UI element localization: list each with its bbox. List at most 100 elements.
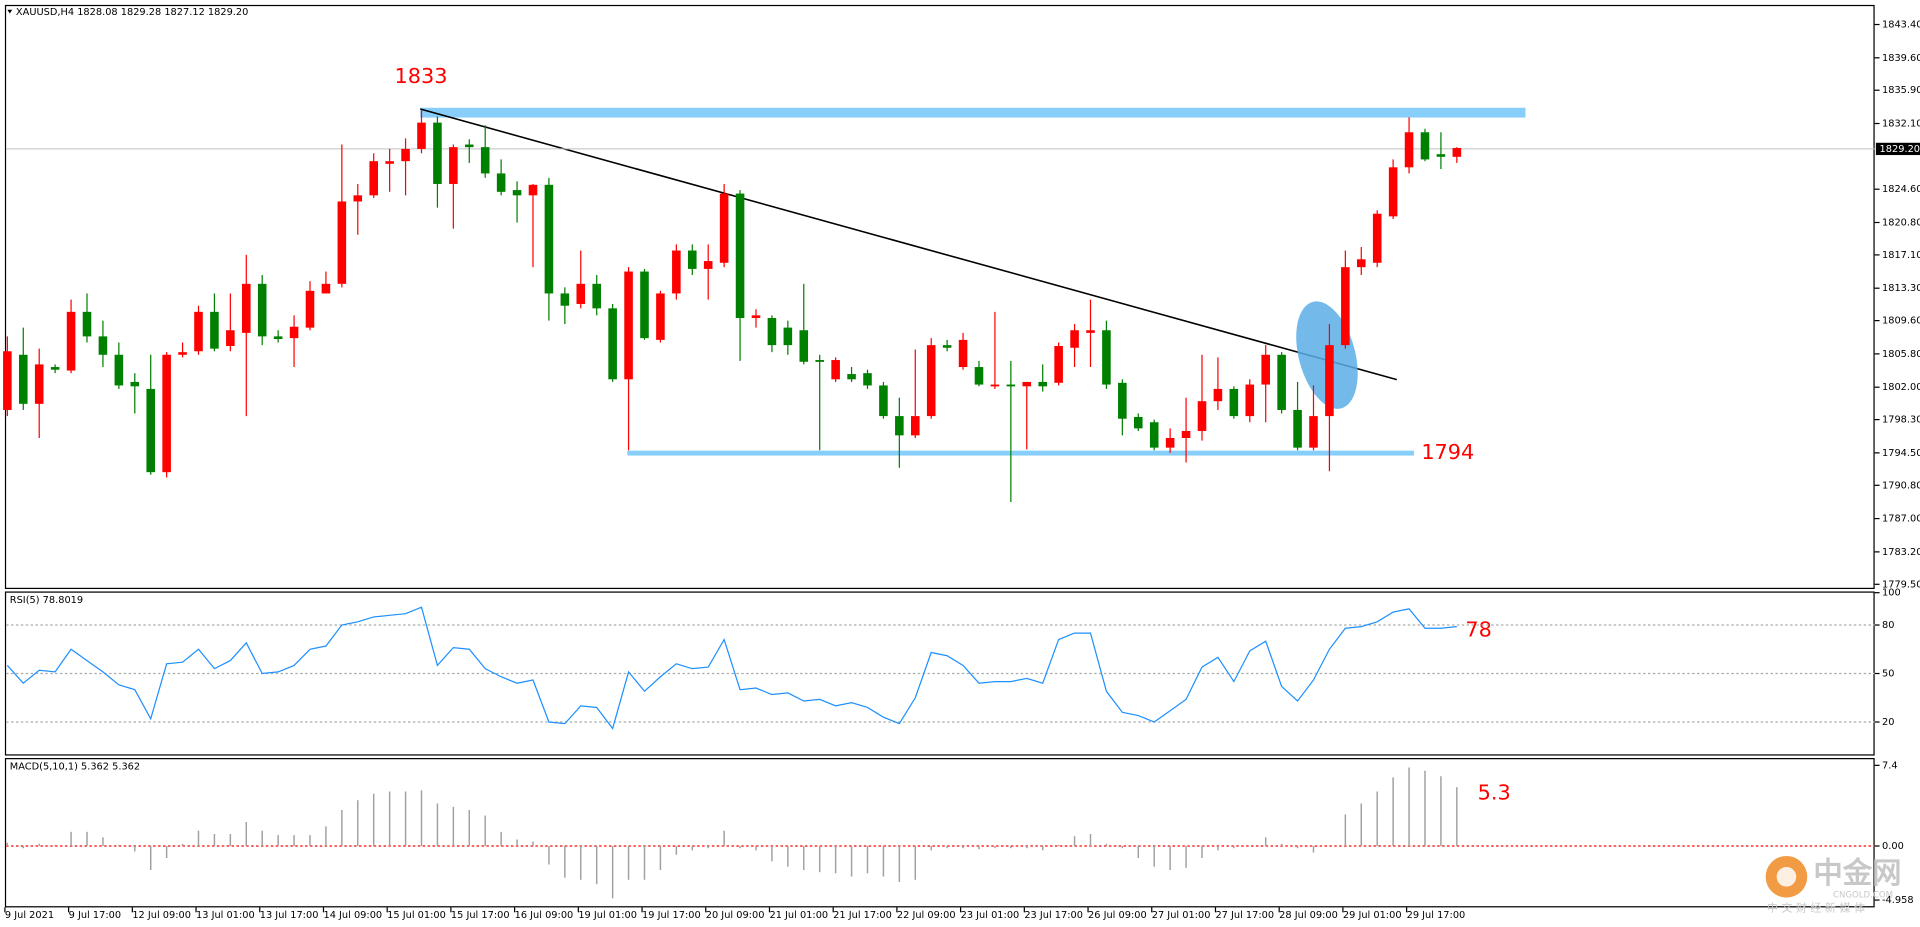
candle-body xyxy=(608,308,617,380)
candle-body xyxy=(50,367,60,370)
candle-body xyxy=(257,283,267,337)
candle-body xyxy=(990,384,1000,387)
candle-body xyxy=(194,311,203,352)
x-tick-label: 27 Jul 17:00 xyxy=(1215,910,1274,921)
candle-body xyxy=(449,147,458,184)
candle-body xyxy=(974,367,984,385)
candle-body xyxy=(1086,330,1095,333)
candle-body xyxy=(385,161,394,164)
candle-body xyxy=(66,311,76,371)
watermark-site: CNGOLD.COM xyxy=(1833,891,1893,901)
candle-body xyxy=(751,315,761,318)
price-panel xyxy=(4,4,1875,590)
candle-body xyxy=(1309,416,1318,448)
x-tick-label: 13 Jul 17:00 xyxy=(260,910,319,921)
candle-body xyxy=(496,173,506,192)
y-tick-label: 1779.50 xyxy=(1882,579,1920,590)
candle-body xyxy=(1341,267,1350,346)
candle-body xyxy=(1404,132,1414,168)
candle-body xyxy=(130,381,140,387)
candle-body xyxy=(433,122,442,184)
candle-body xyxy=(1261,354,1270,385)
x-tick-label: 23 Jul 17:00 xyxy=(1024,910,1083,921)
x-tick-label: 29 Jul 01:00 xyxy=(1343,910,1402,921)
candle-body xyxy=(799,330,809,362)
candle-body xyxy=(958,339,968,368)
y-tick-label: 80 xyxy=(1882,620,1894,631)
candle-body xyxy=(1229,388,1239,417)
candle-body xyxy=(815,360,824,362)
candle-body xyxy=(560,293,570,306)
candle-body xyxy=(210,311,219,349)
candle-body xyxy=(1118,382,1127,419)
rsi-line xyxy=(6,606,1457,730)
y-tick-label: 1817.10 xyxy=(1882,250,1920,261)
x-tick-label: 27 Jul 01:00 xyxy=(1152,910,1211,921)
y-tick-label: -4.958 xyxy=(1882,895,1914,906)
candle-body xyxy=(1388,167,1398,217)
candle-body xyxy=(337,201,347,284)
candle-body xyxy=(1022,381,1032,387)
candle-body xyxy=(942,345,952,348)
y-tick-label: 1813.30 xyxy=(1882,283,1920,294)
candle-body xyxy=(1102,330,1111,385)
candle-body xyxy=(640,271,649,339)
watermark-logo-inner xyxy=(1776,866,1797,887)
candle-body xyxy=(146,388,155,473)
candle-body xyxy=(1293,409,1302,448)
watermark-brand: 中金网 xyxy=(1813,856,1901,890)
resistance-band xyxy=(420,107,1526,118)
candle-body xyxy=(512,190,522,196)
last-price-box xyxy=(1875,142,1920,156)
candle-body xyxy=(910,416,920,436)
candle-body xyxy=(241,283,251,333)
candle-body xyxy=(767,317,777,346)
candle-body xyxy=(417,122,426,149)
macd-title: MACD(5,10,1) 5.362 5.362 xyxy=(10,762,140,773)
x-tick-label: 19 Jul 01:00 xyxy=(578,910,637,921)
candle-body xyxy=(401,148,410,162)
support-band xyxy=(627,450,1414,456)
candle-body xyxy=(1133,416,1143,429)
x-tick-label: 21 Jul 17:00 xyxy=(833,910,892,921)
y-tick-label: 1824.60 xyxy=(1882,184,1920,195)
y-tick-label: 1790.80 xyxy=(1882,480,1920,491)
candle-body xyxy=(847,374,856,380)
x-tick-label: 13 Jul 01:00 xyxy=(196,910,255,921)
y-tick-label: 0.00 xyxy=(1882,841,1904,852)
x-tick-label: 29 Jul 17:00 xyxy=(1407,910,1466,921)
y-tick-label: 1798.30 xyxy=(1882,415,1920,426)
candle-body xyxy=(926,345,936,417)
candle-body xyxy=(687,250,697,269)
x-tick-label: 26 Jul 09:00 xyxy=(1088,910,1147,921)
y-tick-label: 1839.60 xyxy=(1882,53,1920,64)
y-tick-label: 1835.90 xyxy=(1882,85,1920,96)
candle-body xyxy=(1038,381,1047,387)
annotation-low: 1794 xyxy=(1421,440,1474,464)
annotation-high: 1833 xyxy=(395,64,448,88)
last-price-label: 1829.20 xyxy=(1880,144,1920,155)
candle-body xyxy=(592,283,601,309)
candle-body xyxy=(1245,384,1255,417)
candle-body xyxy=(18,354,28,404)
candle-body xyxy=(114,354,124,386)
macd-panel xyxy=(4,758,1875,908)
candle-body xyxy=(576,283,586,304)
x-tick-label: 9 Jul 2021 xyxy=(5,910,54,921)
x-tick-label: 23 Jul 01:00 xyxy=(961,910,1020,921)
trend-line xyxy=(420,108,1398,381)
y-tick-label: 7.4 xyxy=(1882,760,1898,771)
candle-body xyxy=(289,326,299,339)
candle-body xyxy=(735,193,745,318)
candle-body xyxy=(226,330,235,347)
candle-body xyxy=(1149,422,1159,448)
candle-body xyxy=(1213,388,1223,402)
candle-body xyxy=(1452,148,1462,157)
candle-body xyxy=(305,290,315,328)
candle-body xyxy=(1181,430,1191,438)
candle-body xyxy=(273,336,283,340)
candle-body xyxy=(703,261,713,269)
candle-body xyxy=(895,416,904,436)
candle-body xyxy=(1165,437,1175,448)
